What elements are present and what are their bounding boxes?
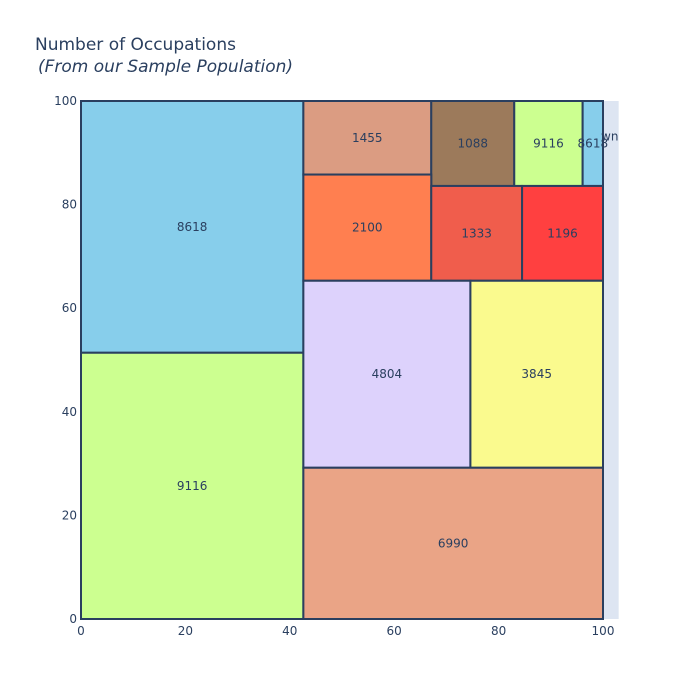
- y-tick-label: 20: [62, 508, 77, 522]
- y-tick-label: 60: [62, 301, 77, 315]
- treemap-cell-label-8: 1196: [547, 226, 578, 240]
- treemap-cell-label-11: 6990: [438, 536, 469, 550]
- overflow-label: wn: [601, 129, 618, 143]
- treemap-cell-label-4: 9116: [533, 136, 564, 150]
- x-tick-label: 20: [178, 624, 193, 638]
- treemap-cell-label-7: 1333: [461, 226, 492, 240]
- treemap-cell-8[interactable]: [521, 184, 605, 282]
- treemap-cell-1[interactable]: [80, 351, 305, 620]
- edge-strip: [603, 101, 619, 619]
- treemap-cell-label-1: 9116: [177, 479, 208, 493]
- x-tick-label: 100: [592, 624, 615, 638]
- treemap-cell-label-3: 1088: [457, 136, 488, 150]
- y-tick-label: 100: [54, 94, 77, 108]
- x-tick-label: 40: [282, 624, 297, 638]
- x-tick-label: 60: [387, 624, 402, 638]
- x-tick-label: 80: [491, 624, 506, 638]
- x-axis: 0 20 40 60 80 100: [77, 624, 614, 638]
- y-tick-label: 0: [69, 612, 77, 626]
- chart-title: Number of Occupations: [35, 35, 236, 55]
- treemap-cell-11[interactable]: [302, 466, 604, 620]
- treemap-cell-label-9: 4804: [372, 367, 403, 381]
- treemap-cell-2[interactable]: [302, 100, 433, 176]
- y-axis: 0 20 40 60 80 100: [54, 94, 77, 626]
- treemap-cell-label-5: 8618: [578, 136, 609, 150]
- plot-area: 8618 9116 1455 1088 9116 8618 2100 1333 1196 4804…: [80, 100, 619, 620]
- x-tick-label: 0: [77, 624, 85, 638]
- y-tick-label: 80: [62, 198, 77, 212]
- treemap-cell-0[interactable]: [80, 100, 305, 354]
- y-tick-label: 40: [62, 405, 77, 419]
- chart-subtitle: (From our Sample Population): [38, 57, 293, 77]
- treemap-cell-label-10: 3845: [521, 367, 552, 381]
- treemap-cell-10[interactable]: [469, 279, 604, 469]
- treemap-cell-9[interactable]: [302, 279, 472, 469]
- treemap-cell-label-6: 2100: [352, 221, 383, 235]
- treemap-cell-label-0: 8618: [177, 220, 208, 234]
- treemap-cell-label-2: 1455: [352, 131, 383, 145]
